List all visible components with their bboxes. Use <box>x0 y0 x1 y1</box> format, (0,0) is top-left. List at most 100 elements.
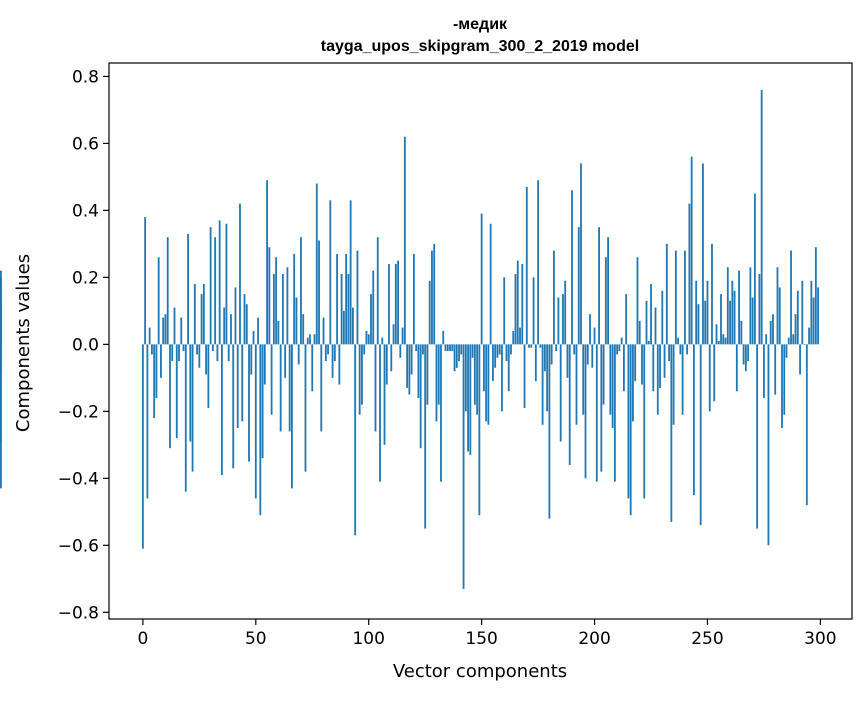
bar-component-293 <box>803 344 806 345</box>
bar-component-68 <box>295 297 298 345</box>
bar-component-267 <box>744 344 747 372</box>
bar-component-108 <box>385 344 388 385</box>
bar-component-222 <box>643 344 646 499</box>
bar-component-96 <box>358 344 361 415</box>
bar-component-213 <box>623 344 625 392</box>
bar-component-156 <box>494 344 497 368</box>
bar-component-87 <box>338 344 341 385</box>
bar-component-109 <box>388 263 390 345</box>
bar-component-12 <box>169 344 171 449</box>
bar-component-223 <box>645 300 648 345</box>
bar-component-7 <box>157 257 160 345</box>
bar-component-160 <box>503 277 506 345</box>
bar-component-53 <box>261 344 264 459</box>
bar-component-77 <box>315 183 318 345</box>
bar-component-45 <box>243 294 246 345</box>
bar-component-247 <box>699 344 702 526</box>
bar-component-273 <box>758 274 761 345</box>
bar-component-204 <box>602 344 605 405</box>
bar-component-157 <box>496 344 499 358</box>
y-tick-label: −0.4 <box>58 469 99 489</box>
bar-component-276 <box>765 334 768 345</box>
bar-component-278 <box>769 320 772 345</box>
bar-component-225 <box>650 284 652 345</box>
bar-component-177 <box>541 344 544 425</box>
bar-component-73 <box>306 337 309 345</box>
bar-component-57 <box>270 344 273 415</box>
bar-component-250 <box>706 280 709 345</box>
bar-component-80 <box>322 317 325 345</box>
y-axis-label: Components values <box>13 254 34 432</box>
bar-component-292 <box>801 280 804 345</box>
bar-component-24 <box>196 344 198 355</box>
bar-component-219 <box>636 257 639 345</box>
bar-component-101 <box>370 294 372 345</box>
bar-component-140 <box>458 344 460 362</box>
bar-component-265 <box>740 320 743 345</box>
bar-component-295 <box>808 327 810 345</box>
y-tick-label: −0.8 <box>58 603 99 623</box>
bar-component-14 <box>173 307 176 345</box>
bar-component-61 <box>279 344 282 432</box>
bar-component-162 <box>507 344 510 392</box>
bar-component-20 <box>187 233 189 345</box>
bar-component-190 <box>571 190 573 345</box>
bar-component-133 <box>442 330 445 345</box>
bar-component-245 <box>695 280 698 345</box>
bar-component-169 <box>523 344 526 408</box>
bar-component-195 <box>582 344 585 415</box>
bar-component-114 <box>399 344 402 358</box>
bar-component-124 <box>422 344 424 355</box>
chart-title: -медик <box>453 16 508 33</box>
bar-component-119 <box>410 344 413 375</box>
bar-component-279 <box>772 314 774 345</box>
bar-component-76 <box>313 334 316 345</box>
bar-component-218 <box>634 344 637 382</box>
bar-component-167 <box>519 327 521 345</box>
bar-component-67 <box>293 253 296 345</box>
bar-component-266 <box>742 344 745 365</box>
bar-component-17 <box>180 317 183 345</box>
bar-component-128 <box>431 250 433 345</box>
bar-component-106 <box>381 337 384 345</box>
bar-component-85 <box>333 344 336 362</box>
bar-component-244 <box>693 344 695 496</box>
bar-component-237 <box>677 337 680 345</box>
bar-component-236 <box>674 250 677 345</box>
bar-component-226 <box>652 344 655 392</box>
bar-component-33 <box>216 344 219 362</box>
bar-component-25 <box>198 344 201 368</box>
bar-component-183 <box>555 344 558 352</box>
bar-component-252 <box>711 243 713 345</box>
bar-component-170 <box>525 186 528 345</box>
bar-component-48 <box>250 344 253 375</box>
bar-component-240 <box>683 250 686 345</box>
bar-component-271 <box>753 193 756 345</box>
bar-component-175 <box>537 180 539 345</box>
bar-component-103 <box>374 344 377 432</box>
bar-component-294 <box>805 344 808 506</box>
bar-component-161 <box>505 344 508 362</box>
bar-component-235 <box>672 344 675 425</box>
bars-layer <box>0 89 820 589</box>
bar-component-131 <box>437 344 440 405</box>
x-tick-label: 250 <box>691 629 723 649</box>
bar-component-97 <box>361 344 363 405</box>
bar-component-196 <box>584 344 587 479</box>
bar-component-256 <box>720 294 722 345</box>
bar-component-172 <box>530 344 533 348</box>
bar-component-125 <box>424 344 427 529</box>
bar-component-242 <box>688 203 691 345</box>
bar-component-37 <box>225 223 228 345</box>
bar-component-10 <box>164 314 167 345</box>
bar-component-79 <box>320 344 323 432</box>
bar-component-147 <box>473 344 476 405</box>
bar-component-42 <box>236 344 239 429</box>
bar-component-94 <box>354 344 357 536</box>
bar-component-285 <box>785 344 788 358</box>
bar-component-171 <box>528 344 530 348</box>
bar-component-159 <box>501 344 503 412</box>
bar-component-287 <box>790 250 792 345</box>
bar-component-43 <box>239 203 241 345</box>
